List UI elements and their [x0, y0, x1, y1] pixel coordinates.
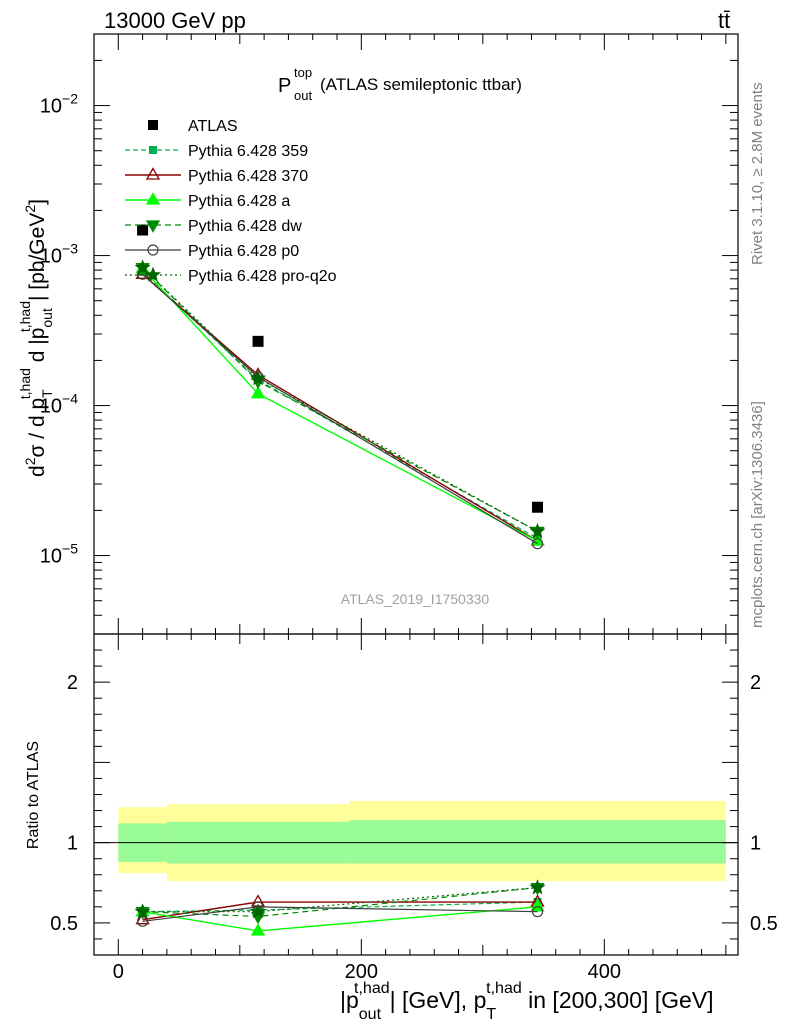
ratio-y-tick-label: 0.5: [50, 913, 78, 935]
legend-label-pp0: Pythia 6.428 p0: [188, 243, 299, 260]
plot-title: P top out (ATLAS semileptonic ttbar): [278, 65, 522, 103]
series-marker: [529, 879, 546, 895]
main-line-pq2o: [142, 267, 538, 532]
series-marker: [144, 266, 162, 282]
y-tick-label: 10−4: [40, 391, 78, 418]
legend-label-atlas: ATLAS: [188, 118, 238, 135]
series-marker: [531, 538, 544, 550]
ratio-frame: [93, 633, 739, 956]
x-axis-label: |poutt,had| [GeV], pTt,had in [200,300] …: [340, 980, 714, 1023]
series-marker: [529, 523, 546, 539]
y-axis-label-ratio: Ratio to ATLAS: [25, 741, 42, 849]
x-tick-label: 0: [113, 961, 124, 983]
y-tick-label: 10−3: [40, 241, 78, 268]
header-left: 13000 GeV pp: [104, 8, 246, 33]
ratio-line-pp0: [142, 906, 538, 922]
series-marker: [147, 244, 159, 256]
legend-label-pq2o: Pythia 6.428 pro-q2o: [188, 268, 337, 285]
series-marker: [137, 915, 149, 927]
y-axis-label-main: d2σ / d pTt,had d |poutt,had| [pb/GeV2]: [17, 199, 55, 477]
main-line-pp0: [142, 273, 538, 545]
series-marker: [135, 911, 150, 925]
series-marker: [134, 903, 151, 919]
header-right: tt̄: [718, 8, 730, 33]
series-marker: [250, 385, 266, 399]
ratio-y-tick-label: 2: [67, 672, 78, 694]
ratio-y-tick-label: 1: [67, 833, 78, 855]
x-tick-label: 200: [345, 961, 378, 983]
series-marker: [250, 923, 266, 936]
title-rest: (ATLAS semileptonic ttbar): [320, 75, 522, 94]
series-marker: [149, 146, 157, 154]
series-marker: [145, 220, 161, 233]
analysis-id: ATLAS_2019_I1750330: [341, 591, 490, 607]
svg-text:|poutt,had| [GeV], pTt,had in: |poutt,had| [GeV], pTt,had in [200,300] …: [340, 980, 714, 1023]
atlas-data-point: [137, 224, 149, 236]
legend-label-pa: Pythia 6.428 a: [188, 193, 290, 210]
series-marker: [145, 192, 161, 205]
svg-text:d2σ / d pTt,had d |poutt,had|: d2σ / d pTt,had d |poutt,had| [pb/GeV2]: [17, 199, 55, 477]
y-tick-label: 10−2: [40, 91, 78, 118]
legend-label-pdw: Pythia 6.428 dw: [188, 218, 302, 235]
legend-label-p370: Pythia 6.428 370: [188, 168, 308, 185]
legend: ATLAS Pythia 6.428 359 Pythia 6.428 370 Pyt…: [125, 118, 337, 285]
ratio-plot: 0 200 400 0.5 0.5 1 1 2 2: [50, 633, 778, 983]
series-marker: [134, 259, 151, 275]
main-plot: 10−5 10−4 10−3 10−2: [40, 33, 739, 635]
legend-label-p359: Pythia 6.428 359: [188, 143, 308, 160]
x-tick-label: 400: [588, 961, 621, 983]
title-sub: out: [294, 88, 312, 103]
main-line-pdw: [142, 267, 538, 532]
series-marker: [531, 906, 544, 918]
series-marker: [250, 369, 267, 386]
ratio-y-tick-label-right: 1: [750, 833, 761, 855]
legend-marker-atlas: [148, 120, 158, 130]
atlas-data-point: [532, 501, 544, 513]
main-line-p370: [142, 273, 538, 542]
atlas-data-point: [252, 335, 264, 347]
rivet-label: Rivet 3.1.10, ≥ 2.8M events: [749, 83, 766, 266]
title-sup: top: [294, 65, 312, 80]
mcplots-label: mcplots.cern.ch [arXiv:1306.3436]: [749, 401, 766, 628]
series-marker: [250, 903, 267, 919]
ratio-y-tick-label-right: 0.5: [750, 913, 778, 935]
ratio-y-tick-label-right: 2: [750, 672, 761, 694]
series-marker: [145, 167, 161, 180]
y-tick-label: 10−5: [40, 541, 78, 568]
title-main: P: [278, 75, 291, 97]
ratio-band-inner: [349, 820, 726, 864]
